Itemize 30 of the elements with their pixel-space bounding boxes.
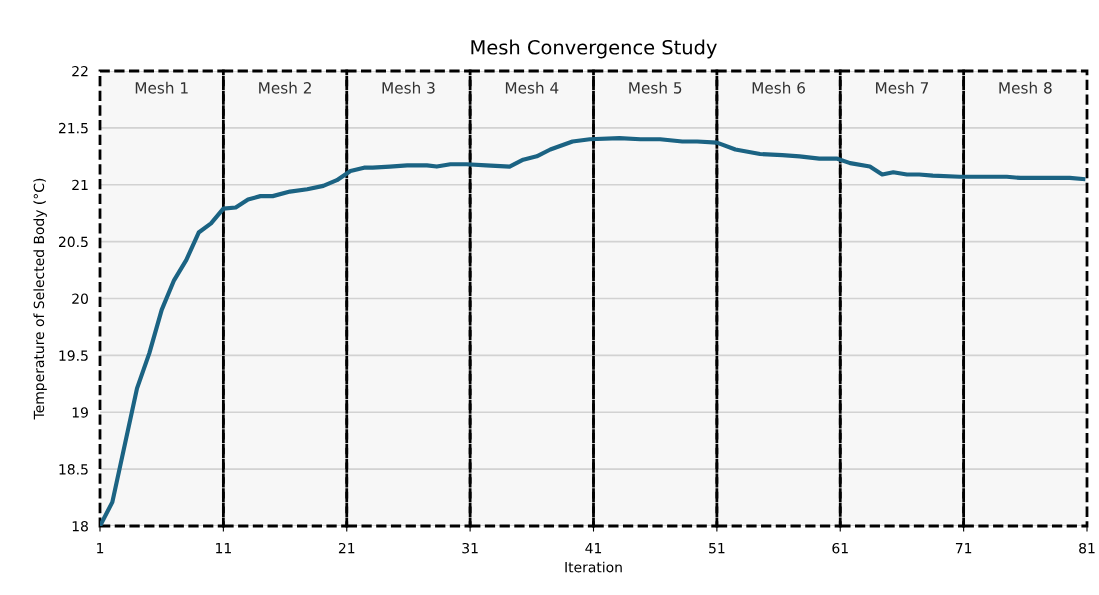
band-label: Mesh 4: [505, 81, 559, 94]
x-tick-label: 41: [585, 543, 602, 554]
band-label: Mesh 7: [876, 81, 929, 94]
band-label: Mesh 5: [629, 81, 682, 94]
x-tick-label: 11: [216, 543, 231, 554]
y-tick-label: 19.5: [59, 350, 88, 361]
y-tick-label: 20: [72, 293, 88, 304]
y-tick-label: 18: [72, 520, 88, 532]
x-tick-label: 51: [709, 543, 725, 554]
x-tick-label: 81: [1079, 542, 1095, 554]
band-label: Mesh 3: [382, 81, 435, 94]
x-tick-label: 71: [955, 543, 972, 554]
band-label: Mesh 6: [752, 81, 805, 94]
band-label: Mesh 2: [259, 81, 311, 94]
y-tick-label: 19: [72, 407, 88, 418]
y-tick-label: 21: [72, 179, 88, 191]
x-tick-label: 31: [462, 542, 478, 554]
x-axis-title: Iteration: [565, 561, 622, 573]
y-axis-title: Temperature of Selected Body (°C): [33, 178, 47, 420]
y-tick-label: 22: [72, 65, 88, 77]
band-label: Mesh 8: [999, 81, 1052, 94]
chart-title: Mesh Convergence Study: [471, 39, 717, 59]
y-tick-label: 21.5: [58, 122, 88, 134]
y-tick-label: 20.5: [58, 236, 88, 248]
x-tick-label: 1: [97, 543, 104, 554]
line-series: [100, 136, 1086, 526]
x-tick-label: 61: [832, 542, 848, 554]
x-tick-label: 21: [338, 542, 355, 554]
y-tick-label: 18.5: [59, 464, 88, 475]
band-label: Mesh 1: [135, 81, 188, 94]
